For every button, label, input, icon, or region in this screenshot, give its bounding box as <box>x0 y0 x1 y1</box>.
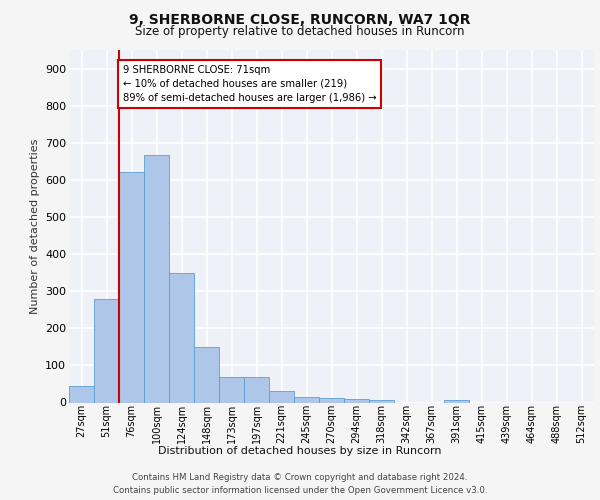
Bar <box>344 399 369 402</box>
Bar <box>144 155 169 402</box>
Text: Distribution of detached houses by size in Runcorn: Distribution of detached houses by size … <box>158 446 442 456</box>
Text: 9 SHERBORNE CLOSE: 71sqm
← 10% of detached houses are smaller (219)
89% of semi-: 9 SHERBORNE CLOSE: 71sqm ← 10% of detach… <box>123 65 376 103</box>
Text: Contains HM Land Registry data © Crown copyright and database right 2024.: Contains HM Land Registry data © Crown c… <box>132 474 468 482</box>
Bar <box>444 400 469 402</box>
Bar <box>294 397 319 402</box>
Text: Size of property relative to detached houses in Runcorn: Size of property relative to detached ho… <box>135 25 465 38</box>
Text: Contains public sector information licensed under the Open Government Licence v3: Contains public sector information licen… <box>113 486 487 495</box>
Bar <box>219 378 244 402</box>
Bar <box>319 398 344 402</box>
Bar <box>119 172 144 402</box>
Bar <box>369 400 394 402</box>
Text: 9, SHERBORNE CLOSE, RUNCORN, WA7 1QR: 9, SHERBORNE CLOSE, RUNCORN, WA7 1QR <box>129 12 471 26</box>
Bar <box>94 298 119 403</box>
Bar <box>244 378 269 402</box>
Y-axis label: Number of detached properties: Number of detached properties <box>29 138 40 314</box>
Bar <box>69 386 94 402</box>
Bar <box>169 274 194 402</box>
Bar <box>194 347 219 403</box>
Bar <box>269 392 294 402</box>
